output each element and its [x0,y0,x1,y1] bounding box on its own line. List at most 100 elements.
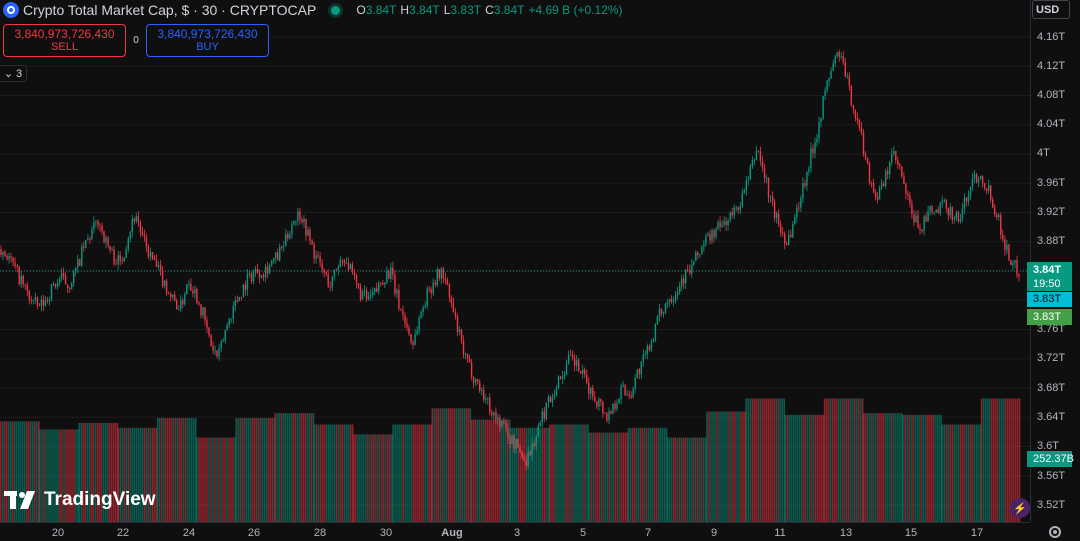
volume-bar [131,427,134,522]
volume-bar [204,437,206,522]
candle-body [979,176,982,179]
volume-bar [406,424,408,522]
volume-bar [490,419,493,522]
chart-pane[interactable]: Crypto Total Market Cap, $ · 30 · CRYPTO… [0,0,1030,522]
candle-body [139,222,142,232]
volume-bar [784,414,787,522]
alert-icon[interactable]: ⚡ [1010,498,1030,518]
volume-bar [932,414,934,522]
volume-bar [121,427,124,522]
volume-bar [392,424,394,522]
volume-bar [359,434,361,522]
tradingview-logo[interactable]: TradingView [4,489,156,511]
volume-bar [831,398,834,522]
volume-bar [257,418,259,522]
candle-body [927,210,929,222]
candle-body [331,276,334,288]
candle-body [907,193,909,196]
volume-bar [228,437,230,522]
candle-body [238,297,241,301]
currency-selector[interactable]: USD [1032,0,1070,19]
candle-body [525,460,527,466]
volume-bar [672,437,675,522]
volume-bar [431,408,434,522]
volume-bar [861,398,864,522]
open-value: 3.84T [365,3,397,17]
candle-body [26,285,29,291]
candle-body [204,307,206,321]
candle-body [174,294,176,301]
volume-bar [792,414,795,522]
volume-bar [761,398,763,522]
candle-body [957,212,960,222]
volume-bar [639,427,642,522]
volume-bar [881,413,883,522]
volume-bar [313,424,316,522]
candle-body [117,255,119,265]
candle-body [636,369,638,378]
indicators-toggle-button[interactable]: ⌄ 3 [0,65,27,82]
candle-body [889,162,891,175]
volume-bar [34,421,36,522]
volume-bar [553,424,555,522]
volume-bar [798,414,801,522]
candle-body [111,249,113,251]
volume-bar [428,424,430,522]
candlestick-chart[interactable] [0,0,1030,522]
volume-bar [969,424,972,522]
time-tick: 24 [182,527,196,539]
candle-body [242,284,245,298]
volume-bar [164,418,167,522]
candle-body [996,214,998,218]
candle-body [327,274,329,287]
volume-bar [379,434,381,522]
candle-body [208,327,210,336]
volume-bar [135,427,138,522]
time-axis[interactable]: 20 22 24 26 28 30 Aug 3 5 7 9 11 13 15 1… [0,522,1030,541]
candle-body [297,211,299,221]
candle-body [402,309,404,316]
volume-bar [92,422,95,522]
volume-bar [414,424,416,522]
volume-bar [783,398,785,522]
candle-body [654,324,657,340]
volume-bar [125,427,128,522]
volume-bar [302,413,305,522]
candle-body [355,275,358,283]
volume-bar [308,413,311,522]
volume-bar [827,398,830,522]
volume-bar [696,437,699,522]
candle-body [652,339,655,342]
volume-bar [373,434,375,522]
market-status-icon[interactable] [331,5,341,15]
settings-gear-icon[interactable] [1049,526,1061,538]
volume-bar [506,419,509,522]
volume-bar [977,424,980,522]
volume-bar [1006,398,1009,522]
candle-body [973,174,976,179]
candle-body [969,187,972,196]
volume-bar [282,413,285,522]
price-axis[interactable]: 4.16T 4.12T 4.08T 4.04T 4T 3.96T 3.92T 3… [1030,0,1080,522]
volume-bar [153,427,156,522]
candle-body [719,221,721,227]
volume-bar [820,414,823,522]
candle-body [329,286,331,288]
candle-body [115,263,117,265]
volume-bar [194,418,197,522]
volume-bar [561,424,563,522]
candle-body [279,247,281,261]
volume-bar [879,413,881,522]
candle-body [224,330,226,341]
candle-body [499,417,501,428]
sell-button[interactable]: 3,840,973,726,430 SELL [3,24,126,57]
candle-body [725,221,727,226]
candle-body [89,238,91,240]
volume-bar [532,427,534,522]
buy-button[interactable]: 3,840,973,726,430 BUY [146,24,269,57]
volume-bar [143,427,146,522]
candle-body [644,354,647,356]
volume-bar [333,424,336,522]
symbol-title[interactable]: Crypto Total Market Cap, $ · 30 · CRYPTO… [23,2,317,18]
volume-bar [742,411,744,522]
